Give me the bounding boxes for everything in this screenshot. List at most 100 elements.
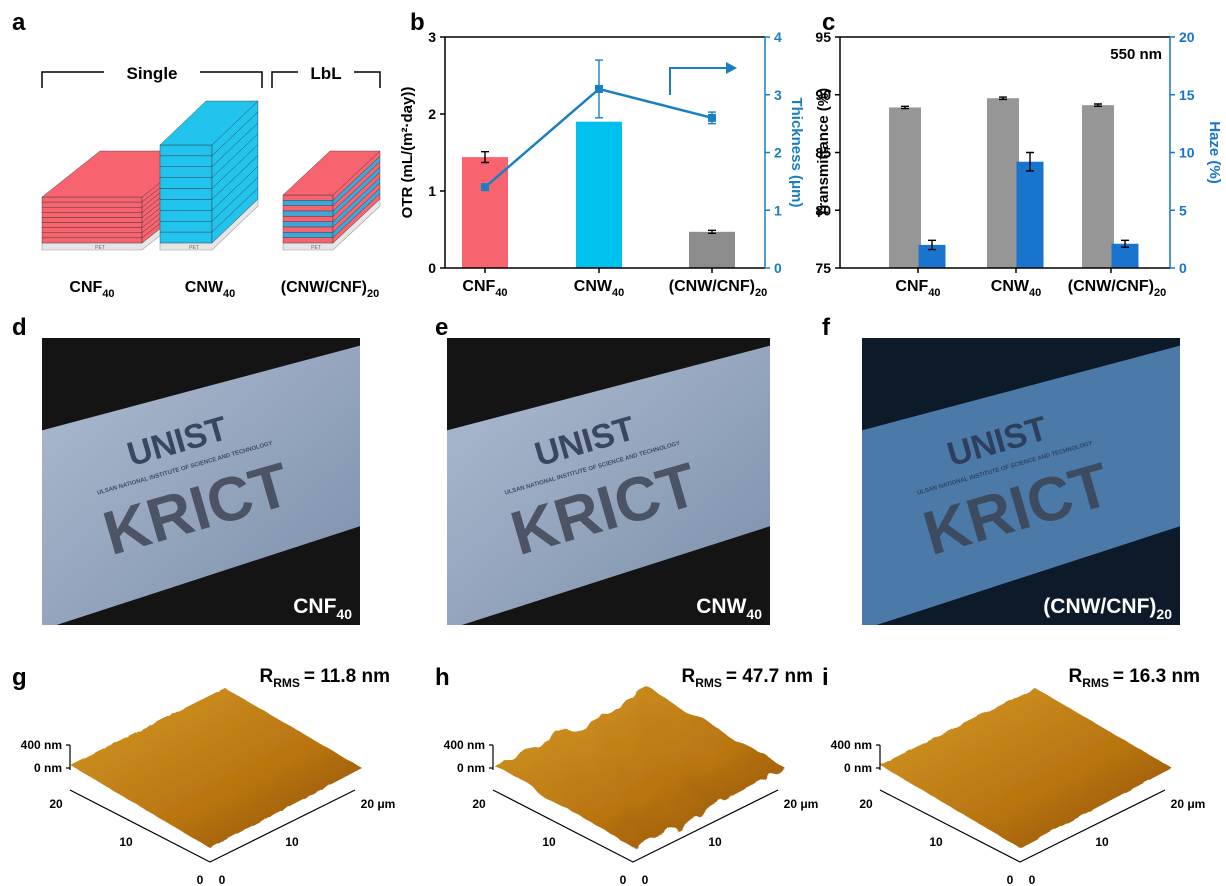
x-tick-label: 0 (1007, 873, 1014, 886)
substrate-label: PET (189, 245, 199, 251)
y2-tick-label: 0 (1179, 260, 1187, 276)
substrate-label: PET (95, 245, 105, 251)
y-tick-label: 10 (1095, 835, 1109, 849)
x-tick-label-sub: 40 (1029, 287, 1041, 299)
roughness-symbol: R (260, 666, 274, 687)
y-tick-label: 0 (428, 260, 436, 276)
y-axis-label: OTR (mL/(m²·day)) (399, 87, 416, 219)
photo-caption-sub: 40 (336, 606, 352, 622)
z-tick-label: 400 nm (21, 738, 62, 752)
roughness-label: RRMS= 16.3 nm (1068, 666, 1200, 690)
photo-content: UNISTULSAN NATIONAL INSTITUTE OF SCIENCE… (437, 338, 780, 633)
roughness-sub: RMS (273, 676, 300, 690)
photo-caption: (CNW/CNF)20 (1043, 595, 1172, 622)
marker (481, 183, 489, 191)
layer-front (42, 197, 142, 202)
axis-arrowhead (726, 62, 737, 74)
x-tick-label: 10 (119, 835, 133, 849)
y2-tick-label: 4 (774, 29, 782, 45)
y-tick-label: 0 (642, 873, 649, 886)
y-tick-label: 2 (428, 106, 436, 122)
layer-front (160, 156, 212, 167)
x-tick-label: 20 (49, 797, 63, 811)
photo-caption-sub: 40 (746, 606, 762, 622)
y-tick-label: 95 (815, 29, 831, 45)
panel-label: f (822, 314, 831, 341)
y2-axis-label: Thickness (μm) (788, 97, 805, 207)
x-tick-label-sub: 40 (928, 287, 940, 299)
layer-front (160, 145, 212, 156)
y-tick-label: 20 μm (361, 797, 396, 811)
x-tick-label-sub: 40 (495, 287, 507, 299)
layer-front (160, 210, 212, 221)
y2-tick-label: 0 (774, 260, 782, 276)
y-axis-label: Transmittance (%) (815, 88, 832, 217)
sample-label-base: CNW (185, 279, 224, 296)
photo-caption-base: CNW (696, 595, 746, 618)
sample-label: (CNW/CNF)20 (281, 279, 379, 300)
panel-label: a (12, 9, 26, 36)
photo: UNISTULSAN NATIONAL INSTITUTE OF SCIENCE… (437, 338, 780, 633)
annotation: 550 nm (1110, 46, 1162, 63)
z-tick-label: 0 nm (34, 761, 62, 775)
bar (987, 98, 1019, 268)
layer-front (283, 211, 333, 216)
z-tick-label: 400 nm (831, 738, 872, 752)
y-tick-label: 10 (708, 835, 722, 849)
layer-front (42, 233, 142, 238)
group-label: LbL (310, 64, 341, 83)
x-tick-label-base: CNW (991, 278, 1030, 295)
layer-front (42, 228, 142, 233)
y-tick-label: 75 (815, 260, 831, 276)
marker (595, 85, 603, 93)
layer-front (42, 202, 142, 207)
panel-label: e (435, 314, 448, 341)
y-tick-label: 20 μm (784, 797, 819, 811)
y-tick-label: 0 (1029, 873, 1036, 886)
panel-label: g (12, 664, 27, 691)
x-tick-label-base: CNF (462, 278, 495, 295)
sample-label: CNW40 (185, 279, 235, 300)
sample-label-sub: 40 (223, 288, 235, 300)
roughness-label: RRMS= 11.8 nm (260, 666, 391, 690)
y-tick-label: 1 (428, 183, 436, 199)
sample-label-sub: 40 (102, 288, 114, 300)
marker (708, 114, 716, 122)
afm-surface (70, 688, 362, 848)
y-tick-label: 0 (219, 873, 226, 886)
afm-surface (880, 688, 1172, 848)
bar (1017, 162, 1044, 268)
x-tick-label-sub: 20 (755, 287, 767, 299)
figure: abcdefghiSingleLbLPETCNF40PETCNW40PET(CN… (0, 0, 1226, 886)
x-tick-label-sub: 40 (612, 287, 624, 299)
photo-caption-base: (CNW/CNF) (1043, 595, 1156, 618)
photo: UNISTULSAN NATIONAL INSTITUTE OF SCIENCE… (852, 338, 1190, 633)
x-tick-label: 20 (472, 797, 486, 811)
x-tick-label: 0 (620, 873, 627, 886)
x-tick-label-base: CNF (895, 278, 928, 295)
layer-front (160, 178, 212, 189)
layer-front (283, 238, 333, 243)
sample-label-base: CNF (69, 279, 102, 296)
z-tick-label: 400 nm (444, 738, 485, 752)
y-tick-label: 3 (428, 29, 436, 45)
photo: UNISTULSAN NATIONAL INSTITUTE OF SCIENCE… (32, 338, 370, 633)
layer-front (283, 222, 333, 227)
y2-tick-label: 3 (774, 87, 782, 103)
x-tick-label: (CNW/CNF)20 (669, 278, 767, 299)
panel-label: h (435, 664, 450, 691)
x-tick-label: CNW40 (574, 278, 624, 299)
bar (576, 122, 622, 268)
roughness-sub: RMS (1082, 676, 1109, 690)
roughness-value: = 47.7 nm (726, 666, 813, 687)
panel-label: i (822, 664, 829, 691)
y2-axis-label: Haze (%) (1206, 121, 1223, 184)
roughness-value: = 16.3 nm (1113, 666, 1200, 687)
x-tick-label: CNF40 (895, 278, 940, 299)
layer-front (283, 206, 333, 211)
layer-front (42, 207, 142, 212)
y-tick-label: 10 (285, 835, 299, 849)
bar (689, 232, 735, 268)
y2-tick-label: 20 (1179, 29, 1195, 45)
